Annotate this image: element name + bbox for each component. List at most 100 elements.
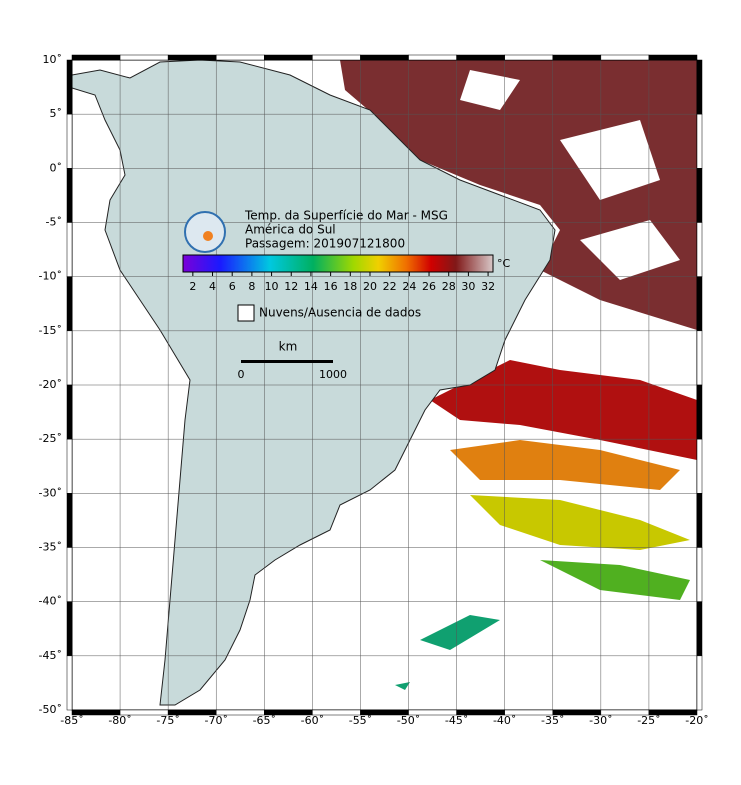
border-band bbox=[648, 709, 698, 716]
lat-tick-label: 10˚ bbox=[43, 53, 63, 66]
lon-tick-label: -50˚ bbox=[397, 714, 420, 727]
border-band bbox=[167, 54, 217, 61]
colorbar-label: 2 bbox=[189, 280, 196, 293]
colorbar-label: 26 bbox=[422, 280, 436, 293]
lon-tick-label: -30˚ bbox=[589, 714, 612, 727]
lat-tick-label: -25˚ bbox=[39, 432, 62, 445]
border-band bbox=[71, 54, 121, 61]
legend-label: Nuvens/Ausencia de dados bbox=[259, 306, 421, 320]
lon-tick-label: -85˚ bbox=[60, 714, 83, 727]
border-band bbox=[696, 493, 703, 548]
lon-tick-label: -25˚ bbox=[637, 714, 660, 727]
logo-dot bbox=[203, 231, 213, 241]
border-band bbox=[66, 222, 73, 277]
colorbar-label: 30 bbox=[461, 280, 475, 293]
lat-tick-label: -15˚ bbox=[39, 324, 62, 337]
colorbar-unit: °C bbox=[497, 257, 511, 270]
sst-teal bbox=[395, 615, 500, 690]
border-band bbox=[66, 438, 73, 494]
colorbar-label: 28 bbox=[442, 280, 456, 293]
border-band bbox=[696, 330, 703, 386]
border-band bbox=[696, 222, 703, 277]
lon-tick-label: -75˚ bbox=[156, 714, 179, 727]
border-band bbox=[66, 655, 73, 711]
scale-tick: 0 bbox=[238, 368, 245, 381]
border-band bbox=[552, 54, 602, 61]
border-band bbox=[504, 54, 554, 61]
title-line: América do Sul bbox=[245, 223, 336, 237]
border-band bbox=[66, 168, 73, 223]
border-band bbox=[66, 601, 73, 657]
lon-tick-label: -20˚ bbox=[685, 714, 708, 727]
sst-orange bbox=[450, 440, 680, 490]
title-line: Temp. da Superfície do Mar - MSG bbox=[244, 209, 448, 223]
colorbar-label: 4 bbox=[209, 280, 216, 293]
border-band bbox=[66, 547, 73, 602]
scale-bar bbox=[241, 360, 333, 363]
map-area bbox=[72, 60, 697, 710]
colorbar-label: 10 bbox=[265, 280, 279, 293]
border-band bbox=[360, 54, 409, 61]
border-band bbox=[66, 59, 73, 115]
border-band bbox=[696, 547, 703, 602]
lon-tick-label: -65˚ bbox=[253, 714, 276, 727]
sst-gap bbox=[460, 70, 680, 280]
border-band bbox=[215, 54, 265, 61]
lat-tick-label: -30˚ bbox=[39, 486, 62, 499]
sst-yellow bbox=[470, 495, 690, 550]
lat-tick-label: 0˚ bbox=[50, 161, 63, 174]
border-band bbox=[696, 655, 703, 711]
border-band bbox=[66, 384, 73, 440]
border-band bbox=[264, 54, 313, 61]
border-band bbox=[66, 330, 73, 386]
colorbar bbox=[182, 254, 494, 273]
scale-unit: km bbox=[279, 340, 298, 354]
lon-tick-label: -40˚ bbox=[493, 714, 516, 727]
colorbar-label: 20 bbox=[363, 280, 377, 293]
colorbar-label: 6 bbox=[229, 280, 236, 293]
border-band bbox=[66, 276, 73, 332]
border-band bbox=[696, 601, 703, 657]
lon-tick-label: -60˚ bbox=[301, 714, 324, 727]
colorbar-label: 18 bbox=[343, 280, 357, 293]
lon-tick-label: -80˚ bbox=[108, 714, 131, 727]
lon-tick-label: -45˚ bbox=[445, 714, 468, 727]
colorbar-label: 8 bbox=[248, 280, 255, 293]
colorbar-label: 14 bbox=[304, 280, 318, 293]
lon-tick-label: -70˚ bbox=[204, 714, 227, 727]
lon-tick-label: -35˚ bbox=[541, 714, 564, 727]
border-band bbox=[696, 168, 703, 223]
lat-tick-label: -10˚ bbox=[39, 270, 62, 283]
border-band bbox=[66, 493, 73, 548]
border-band bbox=[408, 54, 457, 61]
title-line: Passagem: 201907121800 bbox=[245, 237, 405, 251]
lat-tick-label: -35˚ bbox=[39, 541, 62, 554]
colorbar-label: 16 bbox=[324, 280, 338, 293]
scale-tick: 1000 bbox=[319, 368, 347, 381]
colorbar-label: 12 bbox=[284, 280, 298, 293]
border-band bbox=[648, 54, 698, 61]
lon-tick-label: -55˚ bbox=[349, 714, 372, 727]
border-band bbox=[312, 54, 361, 61]
lat-tick-label: -45˚ bbox=[39, 649, 62, 662]
colorbar-label: 24 bbox=[402, 280, 416, 293]
border-band bbox=[119, 54, 169, 61]
border-band bbox=[696, 276, 703, 332]
colorbar-label: 32 bbox=[481, 280, 495, 293]
border-band bbox=[696, 438, 703, 494]
lat-tick-label: -50˚ bbox=[39, 703, 62, 716]
border-band bbox=[66, 113, 73, 169]
legend-swatch bbox=[237, 304, 255, 322]
border-band bbox=[600, 54, 650, 61]
sst-green bbox=[540, 560, 690, 600]
border-band bbox=[696, 59, 703, 115]
border-band bbox=[696, 384, 703, 440]
border-band bbox=[456, 54, 505, 61]
border-band bbox=[696, 113, 703, 169]
lat-tick-label: -5˚ bbox=[46, 216, 62, 229]
lat-tick-label: -20˚ bbox=[39, 378, 62, 391]
lat-tick-label: -40˚ bbox=[39, 595, 62, 608]
colorbar-label: 22 bbox=[383, 280, 397, 293]
lat-tick-label: 5˚ bbox=[50, 107, 63, 120]
